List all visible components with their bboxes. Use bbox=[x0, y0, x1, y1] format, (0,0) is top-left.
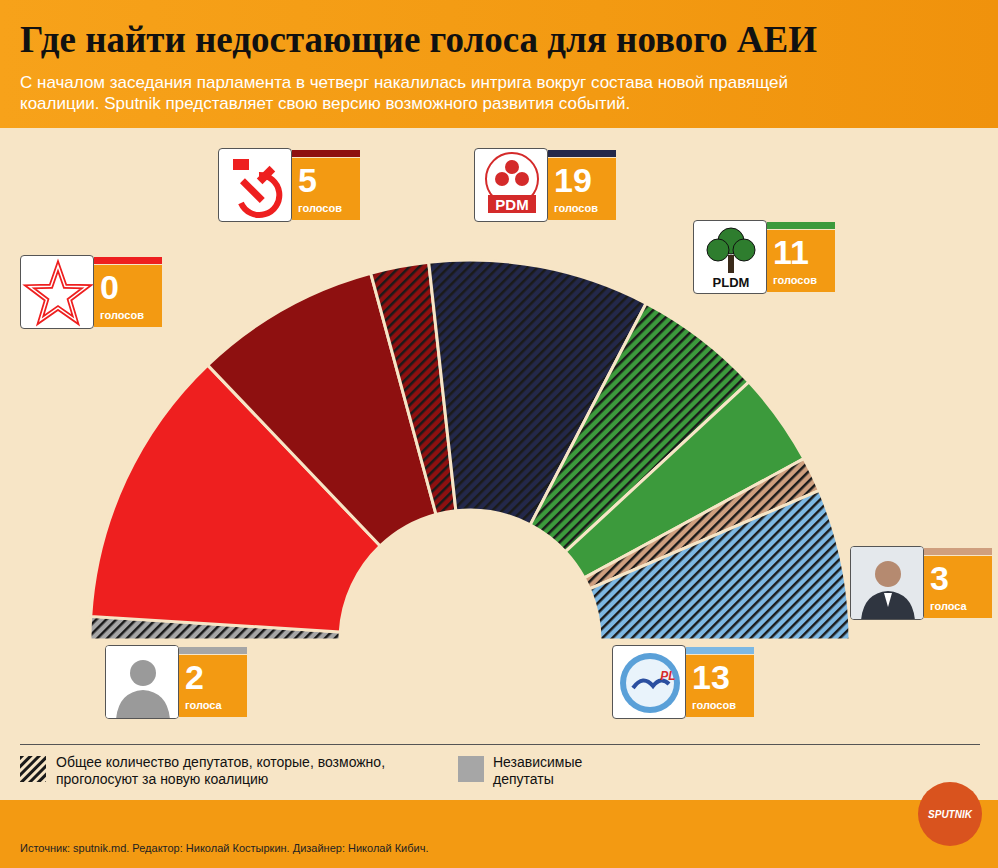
html-text:голосов: голосов bbox=[773, 274, 817, 286]
html-text:голосов: голосов bbox=[100, 309, 144, 321]
svg-text:PDM: PDM bbox=[495, 196, 528, 213]
html-text:голосов: голосов bbox=[692, 699, 736, 711]
html-text:19: 19 bbox=[554, 161, 592, 199]
html-text:2: 2 bbox=[185, 658, 204, 696]
html-text:голосов: голосов bbox=[298, 202, 342, 214]
html-text:5: 5 bbox=[298, 161, 317, 199]
svg-text:PL: PL bbox=[660, 669, 675, 683]
html-text:Независимые депутаты: Независимые депутаты bbox=[493, 754, 583, 787]
html-text:голоса: голоса bbox=[930, 600, 967, 612]
html-text:голосов: голосов bbox=[554, 202, 598, 214]
html-text:13: 13 bbox=[692, 658, 730, 696]
html-text:голоса: голоса bbox=[185, 699, 222, 711]
html-text:Общее количество депутатов, ко: Общее количество депутатов, которые, воз… bbox=[56, 754, 385, 787]
html-text:SPUTNIK: SPUTNIK bbox=[928, 808, 972, 820]
html-text:Источник: sputnik.md. Редактор: Источник: sputnik.md. Редактор: Николай … bbox=[20, 842, 429, 854]
html-text:3: 3 bbox=[930, 559, 949, 597]
html-text:0: 0 bbox=[100, 268, 119, 306]
html-text:11: 11 bbox=[773, 233, 809, 271]
svg-text:PLDM: PLDM bbox=[713, 275, 750, 290]
html-text:Где найти недостающие голоса д: Где найти недостающие голоса для нового … bbox=[20, 19, 817, 60]
html-text:С началом заседания парламента: С началом заседания парламента в четверг… bbox=[20, 73, 788, 113]
